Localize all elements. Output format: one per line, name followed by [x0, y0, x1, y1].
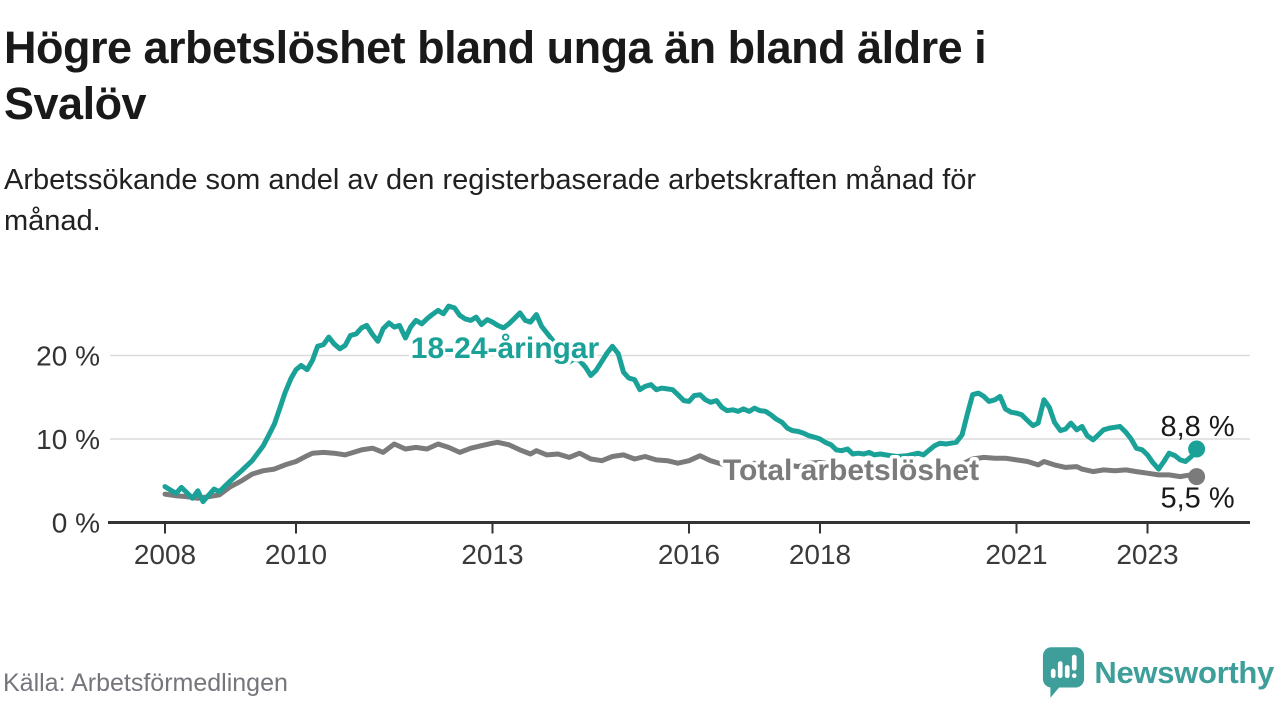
series-line-total	[162, 439, 1200, 501]
x-tick-label: 2008	[134, 539, 196, 570]
x-tick-label: 2013	[461, 539, 523, 570]
x-tick-label: 2018	[789, 539, 851, 570]
x-tick-label: 2023	[1116, 539, 1178, 570]
chart-subtitle-line: månad.	[4, 205, 101, 237]
series-inline-label: 18-24-åringar	[411, 332, 600, 365]
chart-title: Högre arbetslöshet bland unga än bland ä…	[4, 20, 1184, 132]
series-end-value-label: 8,8 %	[1161, 411, 1235, 443]
newsworthy-logo: Newsworthy	[1042, 646, 1274, 699]
newsworthy-wordmark: Newsworthy	[1094, 654, 1274, 690]
series-inline-label: Total arbetslöshet	[723, 454, 979, 487]
chart-title-line: Högre arbetslöshet bland unga än bland ä…	[4, 22, 987, 73]
series-end-value-label: 5,5 %	[1161, 483, 1235, 515]
source-caption: Källa: Arbetsförmedlingen	[3, 669, 288, 697]
x-tick-label: 2010	[265, 539, 327, 570]
chart-subtitle: Arbetssökande som andel av den registerb…	[4, 160, 1224, 242]
newsworthy-bubble-chart-icon	[1043, 647, 1085, 698]
y-tick-label: 0 %	[52, 508, 100, 539]
series-line-youth	[162, 303, 1200, 505]
series-end-dot	[1188, 468, 1206, 486]
x-tick-label: 2021	[985, 539, 1047, 570]
y-tick-label: 10 %	[36, 424, 100, 455]
chart-subtitle-line: Arbetssökande som andel av den registerb…	[4, 164, 977, 196]
y-tick-label: 20 %	[36, 341, 100, 372]
x-tick-label: 2016	[658, 539, 720, 570]
series-end-dot	[1188, 440, 1206, 458]
chart-title-line: Svalöv	[4, 78, 147, 129]
